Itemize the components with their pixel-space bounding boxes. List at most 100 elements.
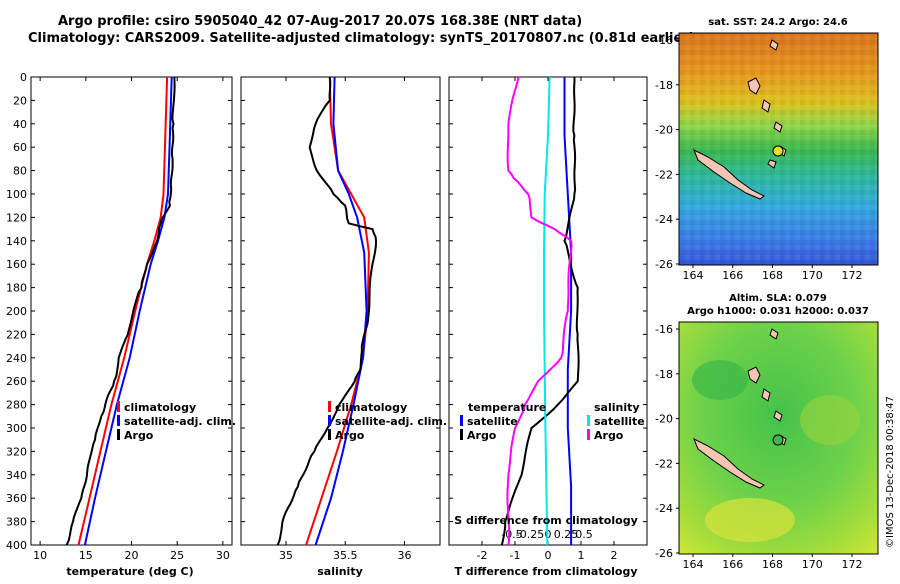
sla-map-title-line1: Altim. SLA: 0.079 — [729, 293, 827, 304]
sst-map-title: sat. SST: 24.2 Argo: 24.6 — [708, 17, 848, 28]
y-tick-label: 320 — [6, 445, 27, 458]
difference-xlabel: T difference from climatology — [454, 565, 637, 578]
map-y-tick-label: -16 — [655, 34, 673, 47]
x-tick-label: 25 — [170, 549, 184, 562]
sla-map: Altim. SLA: 0.079 Argo h1000: 0.031 h200… — [655, 293, 879, 571]
x-tick-label: 35.5 — [333, 549, 358, 562]
map-x-tick-label: 168 — [762, 269, 783, 282]
salinity-legend: climatology satellite-adj. clim. Argo — [328, 401, 447, 442]
map-y-tick-label: -26 — [655, 547, 673, 560]
y-tick-label: 160 — [6, 258, 27, 271]
series-line-salinity-argo — [506, 76, 573, 546]
legend-climatology-label: climatology — [335, 401, 407, 414]
map-x-tick-label: 170 — [802, 269, 823, 282]
legend-temp-satellite-swatch — [460, 415, 463, 426]
difference-panel: -2 -1 0 1 2-0.5-0.25 0 0.250.5 — [448, 76, 648, 562]
y-tick-label: 340 — [6, 469, 27, 482]
y-tick-label: 120 — [6, 211, 27, 224]
legend-sal-satellite-label: satellite — [594, 415, 645, 428]
vanuatu-islands — [747, 39, 787, 169]
series-line-argo — [65, 76, 176, 546]
y-tick-label: 140 — [6, 235, 27, 248]
legend-climatology-swatch — [117, 401, 120, 412]
y-tick-label: 380 — [6, 516, 27, 529]
map-y-tick-label: -24 — [655, 213, 673, 226]
x-tick-label: 35 — [279, 549, 293, 562]
new-caledonia-island — [693, 148, 765, 200]
y-tick-label: 400 — [6, 539, 27, 552]
vanuatu-islands — [747, 328, 787, 446]
difference-legend: temperature satellite Argo salinity sate… — [460, 401, 645, 442]
plot-frame — [240, 76, 441, 546]
y-tick-label: 40 — [13, 118, 27, 131]
map-x-tick-label: 166 — [722, 269, 743, 282]
x2-tick-label: 0.5 — [575, 528, 593, 541]
map-x-tick-label: 170 — [802, 558, 823, 571]
legend-temp-argo-swatch — [460, 429, 463, 440]
y-tick-label: 0 — [20, 71, 27, 84]
y-tick-label: 20 — [13, 94, 27, 107]
map-x-tick-label: 172 — [842, 558, 863, 571]
legend-climatology-swatch — [328, 401, 331, 412]
figure-title-line1: Argo profile: csiro 5905040_42 07-Aug-20… — [58, 14, 582, 29]
series-line-argo — [276, 76, 378, 546]
y-tick-label: 180 — [6, 282, 27, 295]
y-tick-label: 240 — [6, 352, 27, 365]
map-y-tick-label: -20 — [655, 413, 673, 426]
x-tick-label: -2 — [477, 549, 488, 562]
temperature-legend: climatology satellite-adj. clim. Argo — [117, 401, 236, 442]
y-tick-label: 260 — [6, 375, 27, 388]
sst-map: sat. SST: 24.2 Argo: 24.6 164 166 168 170 17… — [655, 17, 879, 282]
argo-location-marker — [772, 434, 784, 446]
x-tick-label: -1 — [510, 549, 521, 562]
sst-map-frame — [678, 32, 879, 266]
legend-satellite-swatch — [328, 415, 331, 426]
legend-temp-satellite-label: satellite — [467, 415, 518, 428]
map-x-tick-label: 164 — [683, 558, 704, 571]
x-tick-label: 1 — [578, 549, 585, 562]
sla-map-axes: 164 166 168 170 172 -16 -18 -20 -22 -24 -26 — [655, 323, 862, 571]
map-x-tick-label: 172 — [842, 269, 863, 282]
x-tick-label: 36 — [397, 549, 411, 562]
y-tick-label: 360 — [6, 492, 27, 505]
plot-frame — [30, 76, 233, 546]
y-tick-label: 200 — [6, 305, 27, 318]
legend-argo-label: Argo — [335, 429, 365, 442]
series-line-temperature-argo — [500, 76, 580, 546]
legend-satellite-swatch — [117, 415, 120, 426]
sla-patch — [800, 395, 860, 445]
series-line-satellite-adj-clim- — [83, 76, 173, 546]
new-caledonia-island — [693, 437, 765, 489]
legend-climatology-label: climatology — [124, 401, 196, 414]
legend-argo-swatch — [117, 429, 120, 440]
map-y-tick-label: -24 — [655, 502, 673, 515]
sst-map-axes: 164 166 168 170 172 -16 -18 -20 -22 -24 -26 — [655, 34, 862, 282]
difference-xlabel2: S difference from climatology — [454, 514, 638, 527]
y-tick-label: 80 — [13, 165, 27, 178]
sla-map-title-line2: Argo h1000: 0.031 h2000: 0.037 — [687, 306, 869, 317]
series-line-temperature-satellite — [563, 77, 573, 545]
temperature-xlabel: temperature (deg C) — [66, 565, 193, 578]
salinity-xlabel: salinity — [317, 565, 363, 578]
map-x-tick-label: 168 — [762, 558, 783, 571]
legend-sal-argo-swatch — [587, 429, 590, 440]
x-tick-label: 20 — [125, 549, 139, 562]
series-line-salinity-satellite — [543, 76, 551, 546]
x-tick-label: 10 — [33, 549, 47, 562]
legend-argo-label: Argo — [124, 429, 154, 442]
y-tick-label: 280 — [6, 399, 27, 412]
sla-map-frame — [678, 321, 879, 555]
argo-location-marker — [772, 145, 784, 157]
legend-argo-swatch — [328, 429, 331, 440]
x-tick-label: 15 — [79, 549, 93, 562]
x2-tick-label: -0.5 — [501, 528, 522, 541]
y-tick-label: 220 — [6, 328, 27, 341]
copyright-stamp: ©IMOS 13-Dec-2018 00:38:47 — [885, 396, 896, 548]
x2-tick-label: 0.25 — [554, 528, 579, 541]
plot-frame — [448, 76, 648, 546]
figure-title-line2: Climatology: CARS2009. Satellite-adjuste… — [28, 31, 695, 46]
x2-tick-label: -0.25 — [516, 528, 544, 541]
legend-sal-argo-label: Argo — [594, 429, 624, 442]
